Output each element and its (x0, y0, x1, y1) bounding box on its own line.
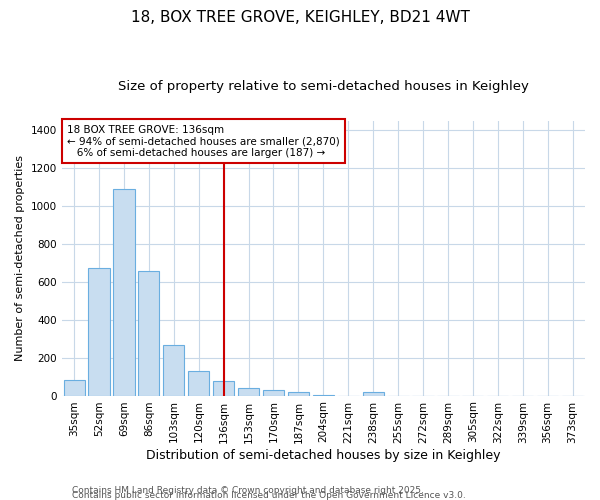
X-axis label: Distribution of semi-detached houses by size in Keighley: Distribution of semi-detached houses by … (146, 450, 500, 462)
Bar (113, 189, 134, 396)
Bar (288, 392, 309, 396)
Text: 18 BOX TREE GROVE: 136sqm
← 94% of semi-detached houses are smaller (2,870)
   6: 18 BOX TREE GROVE: 136sqm ← 94% of semi-… (67, 124, 340, 158)
Bar (138, 272, 160, 396)
Text: 18, BOX TREE GROVE, KEIGHLEY, BD21 4WT: 18, BOX TREE GROVE, KEIGHLEY, BD21 4WT (131, 10, 469, 25)
Bar (163, 346, 184, 396)
Bar (263, 390, 284, 396)
Bar (213, 382, 234, 396)
Bar (188, 371, 209, 396)
Text: Contains public sector information licensed under the Open Government Licence v3: Contains public sector information licen… (72, 491, 466, 500)
Bar (64, 380, 85, 396)
Bar (313, 394, 334, 396)
Bar (238, 388, 259, 396)
Title: Size of property relative to semi-detached houses in Keighley: Size of property relative to semi-detach… (118, 80, 529, 93)
Bar (88, 268, 110, 396)
Text: Contains HM Land Registry data © Crown copyright and database right 2025.: Contains HM Land Registry data © Crown c… (72, 486, 424, 495)
Y-axis label: Number of semi-detached properties: Number of semi-detached properties (15, 155, 25, 361)
Bar (362, 392, 384, 396)
